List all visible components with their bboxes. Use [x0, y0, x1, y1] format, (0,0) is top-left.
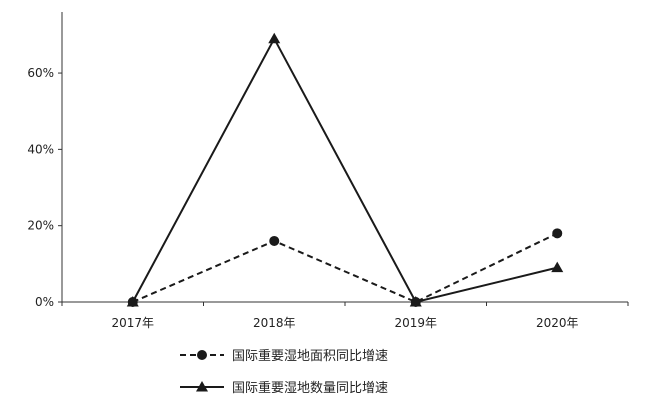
legend-item: 国际重要湿地数量同比增速: [180, 380, 388, 396]
legend-item: 国际重要湿地面积同比增速: [180, 348, 388, 364]
series-layer: [126, 32, 564, 307]
series-2-point: [551, 261, 564, 273]
legend-label: 国际重要湿地面积同比增速: [232, 348, 388, 364]
y-tick-label: 20%: [27, 219, 54, 233]
series-2-point: [409, 296, 422, 307]
legend-swatch-marker: [197, 350, 207, 360]
x-tick-label: 2017年: [111, 316, 154, 330]
y-tick-label: 0%: [35, 295, 54, 309]
y-tick-label: 40%: [27, 142, 54, 156]
x-tick-label: 2018年: [253, 316, 296, 330]
series-1-point: [269, 235, 280, 246]
legend-swatch-marker: [196, 381, 208, 392]
series-1-point: [552, 228, 563, 239]
series-line-1: [132, 232, 558, 304]
y-tick-label: 60%: [27, 66, 54, 80]
axes: 0% 20% 40% 60% 2017年 2018年 2019年 2020年: [27, 12, 629, 330]
series-2-point: [268, 32, 281, 44]
series-line-2: [131, 36, 558, 304]
x-tick-label: 2020年: [536, 316, 579, 330]
legend-label: 国际重要湿地数量同比增速: [232, 380, 388, 396]
series-2-point: [126, 296, 139, 307]
x-tick-label: 2019年: [394, 316, 437, 330]
